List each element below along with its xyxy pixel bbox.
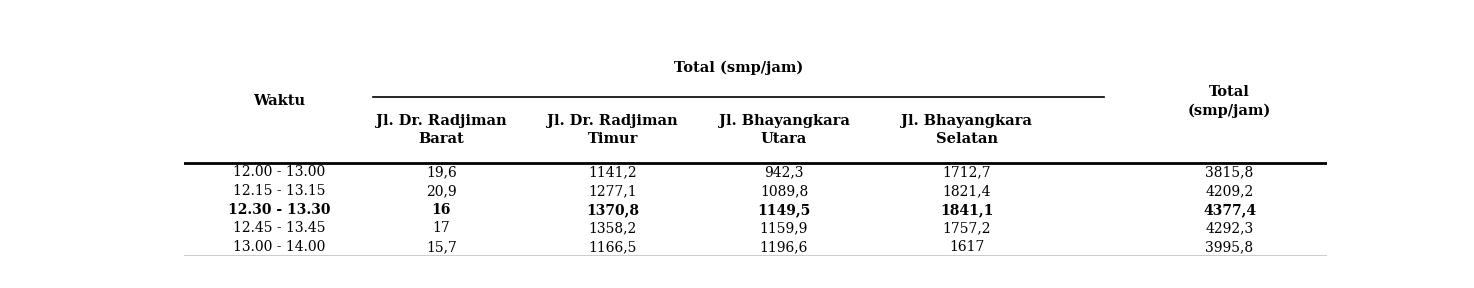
Text: 15,7: 15,7 [426, 240, 457, 254]
Text: 12.15 - 13.15: 12.15 - 13.15 [233, 184, 326, 198]
Text: Jl. Dr. Radjiman
Barat: Jl. Dr. Radjiman Barat [376, 114, 507, 146]
Text: 19,6: 19,6 [426, 166, 457, 179]
Text: 16: 16 [432, 203, 451, 217]
Text: 3815,8: 3815,8 [1206, 166, 1253, 179]
Text: 1712,7: 1712,7 [942, 166, 991, 179]
Text: 12.30 - 13.30: 12.30 - 13.30 [228, 203, 330, 217]
Text: 1149,5: 1149,5 [758, 203, 811, 217]
Text: 1821,4: 1821,4 [942, 184, 991, 198]
Text: 4377,4: 4377,4 [1203, 203, 1256, 217]
Text: 4209,2: 4209,2 [1206, 184, 1253, 198]
Text: Total (smp/jam): Total (smp/jam) [674, 61, 803, 75]
Text: 1841,1: 1841,1 [940, 203, 993, 217]
Text: Total
(smp/jam): Total (smp/jam) [1188, 85, 1271, 118]
Text: 1370,8: 1370,8 [587, 203, 640, 217]
Text: 1757,2: 1757,2 [942, 221, 991, 235]
Text: Waktu: Waktu [254, 94, 305, 108]
Text: 1166,5: 1166,5 [588, 240, 637, 254]
Text: 1617: 1617 [949, 240, 985, 254]
Text: 12.45 - 13.45: 12.45 - 13.45 [233, 221, 326, 235]
Text: 1277,1: 1277,1 [588, 184, 637, 198]
Text: Jl. Bhayangkara
Selatan: Jl. Bhayangkara Selatan [901, 114, 1032, 146]
Text: 942,3: 942,3 [764, 166, 803, 179]
Text: Jl. Bhayangkara
Utara: Jl. Bhayangkara Utara [718, 114, 849, 146]
Text: 1358,2: 1358,2 [588, 221, 637, 235]
Text: Jl. Dr. Radjiman
Timur: Jl. Dr. Radjiman Timur [547, 114, 678, 146]
Text: 3995,8: 3995,8 [1206, 240, 1253, 254]
Text: 4292,3: 4292,3 [1206, 221, 1253, 235]
Text: 1159,9: 1159,9 [759, 221, 808, 235]
Text: 1141,2: 1141,2 [588, 166, 637, 179]
Text: 1089,8: 1089,8 [761, 184, 808, 198]
Text: 1196,6: 1196,6 [759, 240, 808, 254]
Text: 17: 17 [432, 221, 450, 235]
Text: 13.00 - 14.00: 13.00 - 14.00 [233, 240, 326, 254]
Text: 20,9: 20,9 [426, 184, 457, 198]
Text: 12.00 - 13.00: 12.00 - 13.00 [233, 166, 326, 179]
